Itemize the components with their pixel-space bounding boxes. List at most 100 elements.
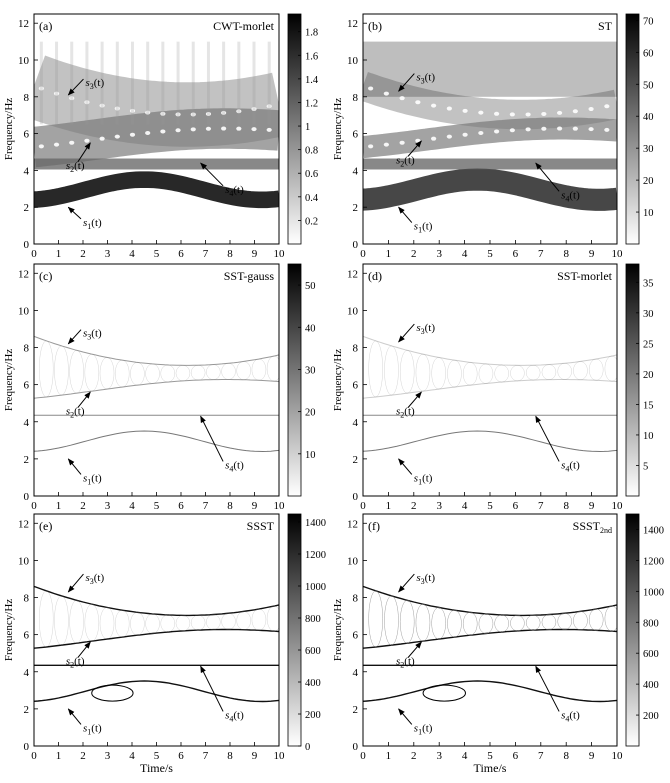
y-tick-label: 0 <box>353 491 359 503</box>
highlight-ellipse <box>91 684 134 702</box>
x-tick-label: 10 <box>274 248 286 260</box>
colorbar-tick-label: 200 <box>305 710 321 721</box>
x-tick-label: 5 <box>154 750 160 762</box>
ridge-s2 <box>34 628 279 649</box>
interference-blob <box>541 111 547 116</box>
colorbar-tick-label: 30 <box>305 365 316 376</box>
x-tick-label: 5 <box>487 750 493 762</box>
x-tick-label: 0 <box>31 500 37 512</box>
annotation-label: s4(t) <box>561 709 580 723</box>
annotation-arrow <box>67 708 82 725</box>
annotation-label: s1(t) <box>414 722 433 736</box>
annotation-label: s1(t) <box>83 217 102 231</box>
y-tick-label: 10 <box>18 305 30 317</box>
interference-blob <box>84 100 90 105</box>
x-tick-label: 8 <box>563 248 569 260</box>
y-tick-label: 0 <box>353 741 359 753</box>
colorbar-tick-label: 0.2 <box>305 216 318 227</box>
x-axis-label: Time/s <box>474 761 507 775</box>
colorbar-tick-label: 10 <box>643 431 654 442</box>
annotation-label: s1(t) <box>83 472 102 486</box>
method-title: ST <box>598 19 613 33</box>
y-axis-label: Frequency/Hz <box>332 599 344 661</box>
interference-blob <box>509 128 515 133</box>
cross-term-loop <box>114 359 130 388</box>
interference-blob <box>53 91 60 96</box>
y-axis-label: Frequency/Hz <box>3 98 15 160</box>
colorbar-tick-label: 0.6 <box>305 169 318 180</box>
cross-term-loop <box>368 340 383 398</box>
cross-term-loop <box>145 613 160 634</box>
interference-blob <box>145 130 151 135</box>
annotation-label: s1(t) <box>414 221 433 235</box>
cross-term-loop <box>368 590 383 648</box>
panel-label: (a) <box>39 19 52 33</box>
method-title: SST-morlet <box>557 269 613 283</box>
y-tick-label: 0 <box>24 491 30 503</box>
x-tick-label: 7 <box>538 500 544 512</box>
annotation-label: s2(t) <box>396 656 415 670</box>
interference-blob <box>221 110 227 115</box>
colorbar: 10 20 30 40 50 60 70 <box>625 13 654 245</box>
interference-blob <box>383 142 389 147</box>
colorbar-tick-label: 1.8 <box>305 28 318 39</box>
cross-term-loop <box>84 603 100 642</box>
x-tick-label: 1 <box>386 500 392 512</box>
cross-term-loop <box>175 615 191 632</box>
cross-term-loop <box>399 350 415 394</box>
interference-blob <box>478 130 484 135</box>
cross-term-loop <box>190 364 206 381</box>
colorbar: 0.2 0.4 0.6 0.8 1 1.2 1.4 1.6 1.8 <box>287 13 319 245</box>
ridge-s1 <box>363 168 617 211</box>
y-tick-label: 12 <box>347 18 358 30</box>
cross-term-loop <box>573 611 588 631</box>
cross-term-loop <box>236 611 251 631</box>
panel-label: (b) <box>368 19 382 33</box>
cross-term-loop <box>494 614 509 633</box>
y-tick-label: 4 <box>24 667 30 679</box>
colorbar-tick-label: 1.4 <box>305 75 319 86</box>
cross-term-loop <box>447 609 462 638</box>
x-tick-label: 9 <box>589 500 595 512</box>
annotation-arrow <box>200 665 224 712</box>
cross-term-loop <box>160 364 176 383</box>
annotation-arrow <box>535 415 560 462</box>
interference-blob <box>368 144 374 149</box>
x-tick-label: 5 <box>487 248 493 260</box>
colorbar-tick-label: 1.2 <box>305 98 318 109</box>
colorbar-tick-label: 600 <box>305 646 321 657</box>
annotation-arrow <box>77 142 91 163</box>
interference-blob <box>114 106 120 111</box>
x-tick-label: 0 <box>360 248 366 260</box>
x-tick-label: 2 <box>411 248 417 260</box>
interference-blob <box>69 96 75 101</box>
interference-blob <box>415 138 421 143</box>
annotation-label: s3(t) <box>83 328 102 342</box>
annotation-arrow <box>398 573 415 593</box>
interference-blob <box>556 126 563 131</box>
cross-term-loop <box>114 609 130 638</box>
annotation-label: s4(t) <box>561 459 580 473</box>
x-tick-label: 0 <box>360 500 366 512</box>
panel-label: (e) <box>39 519 52 533</box>
y-tick-label: 2 <box>353 202 359 214</box>
colorbar-gradient <box>287 13 302 245</box>
annotation-arrow <box>535 162 560 192</box>
interference-blob <box>160 111 166 116</box>
cross-term-loop <box>525 614 541 631</box>
y-axis-label: Frequency/Hz <box>3 349 15 411</box>
y-tick-label: 6 <box>353 630 359 642</box>
x-tick-label: 0 <box>360 750 366 762</box>
cross-term-loop <box>431 357 446 390</box>
interference-blob <box>399 140 405 145</box>
y-tick-label: 4 <box>353 165 359 177</box>
cross-term-loop <box>525 364 541 381</box>
colorbar-tick-label: 1400 <box>643 525 664 536</box>
colorbar-tick-label: 30 <box>643 144 654 155</box>
y-axis-label: Frequency/Hz <box>332 349 344 411</box>
x-tick-label: 6 <box>178 750 184 762</box>
colorbar-tick-label: 800 <box>305 614 321 625</box>
annotation-label: s2(t) <box>396 406 415 420</box>
cross-term-loop <box>384 595 399 646</box>
